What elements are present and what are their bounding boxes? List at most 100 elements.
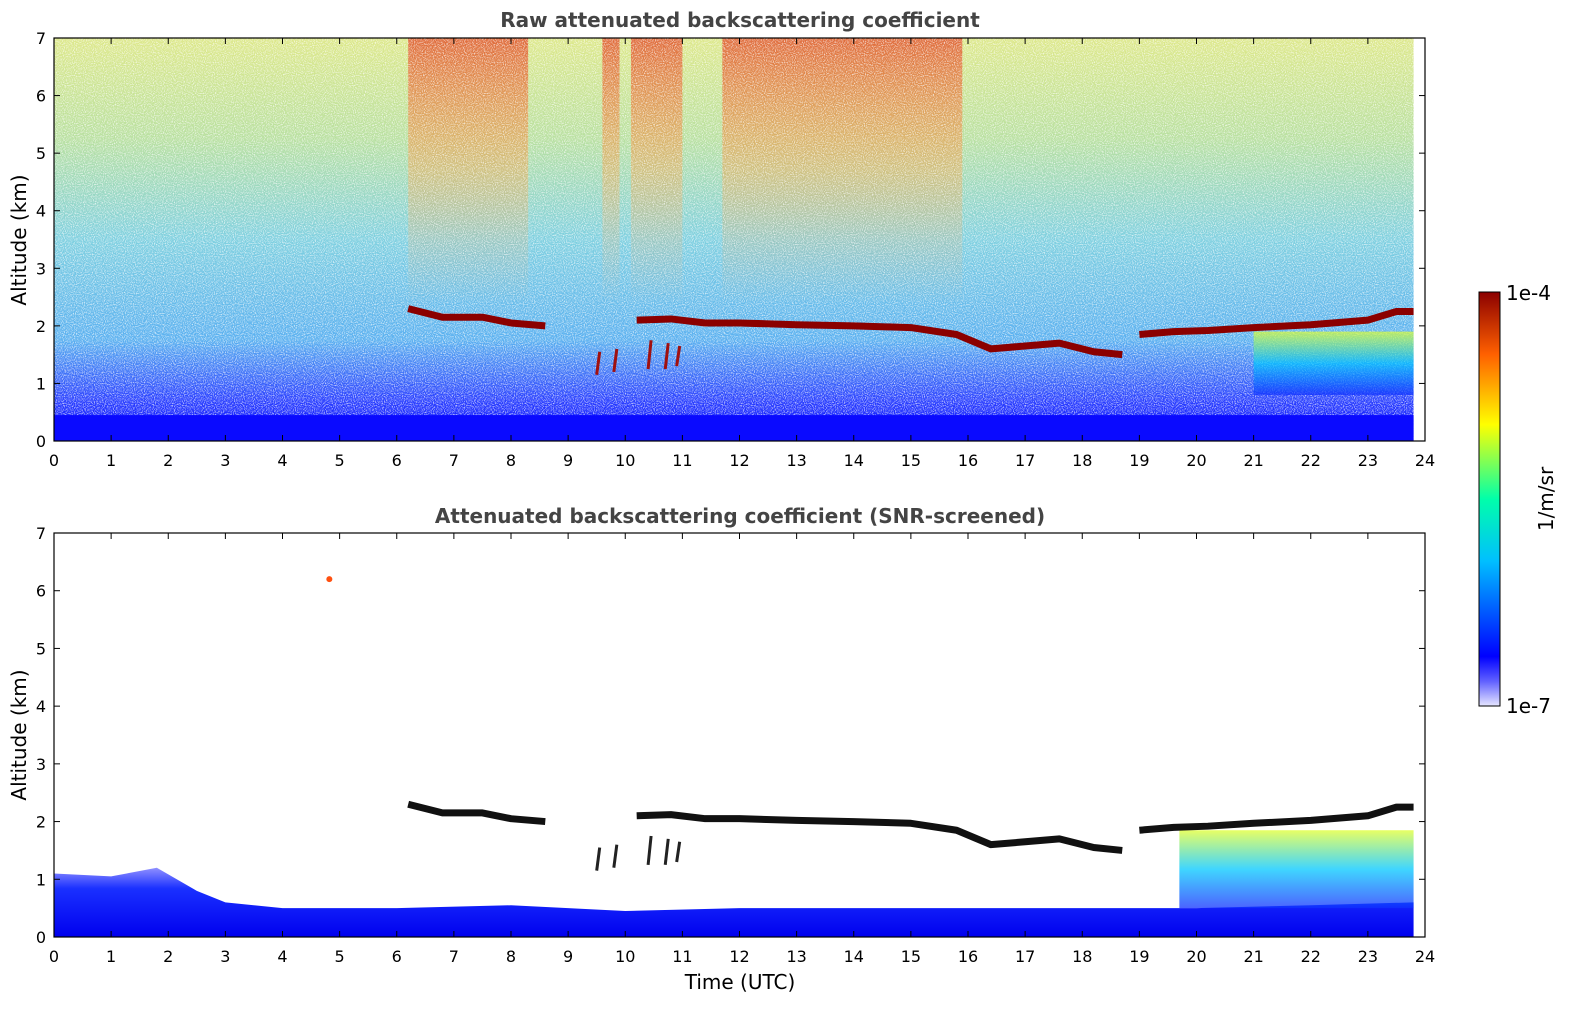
x-axis-label: Time (UTC) <box>684 970 796 994</box>
y-tick-label: 5 <box>36 639 46 658</box>
virga-streak <box>675 345 682 367</box>
x-tick-label: 24 <box>1415 947 1435 966</box>
y-tick-label: 3 <box>36 259 46 278</box>
x-tick-label: 0 <box>49 947 59 966</box>
virga-streak <box>612 348 619 373</box>
y-tick-label: 0 <box>36 928 46 947</box>
x-tick-label: 16 <box>958 947 978 966</box>
colorbar-unit-label: 1/m/sr <box>1534 466 1558 531</box>
cloud-layer <box>636 811 1123 854</box>
plot-area: 0 1 2 3 4 5 6 7 8 9 10 11 12 13 14 15 16 17 18 19 20 21 22 23 24… <box>36 524 1435 966</box>
chart-title: Raw attenuated backscattering coefficien… <box>500 8 980 32</box>
x-tick-label: 7 <box>449 947 459 966</box>
x-tick-label: 13 <box>786 451 806 470</box>
x-tick-label: 19 <box>1129 947 1149 966</box>
virga-streak <box>675 841 682 863</box>
x-tick-label: 15 <box>901 451 921 470</box>
raw-backscatter-panel: Raw attenuated backscattering coefficien… <box>7 8 1435 470</box>
x-tick-label: 21 <box>1243 451 1263 470</box>
virga-streak <box>646 835 653 866</box>
y-axis-label: Altitude (km) <box>7 174 31 305</box>
colorbar: 1e-4 1e-7 1/m/sr <box>1478 281 1558 718</box>
cloud-layer <box>407 800 546 826</box>
y-tick-label: 7 <box>36 29 46 48</box>
y-tick-label: 4 <box>36 202 46 221</box>
virga-streak <box>595 847 602 871</box>
x-tick-label: 13 <box>786 947 806 966</box>
x-tick-label: 24 <box>1415 451 1435 470</box>
virga-streak <box>663 838 670 866</box>
x-tick-label: 8 <box>506 451 516 470</box>
snr-screened-panel: Attenuated backscattering coefficient (S… <box>7 504 1435 994</box>
x-tick-label: 1 <box>106 947 116 966</box>
x-tick-label: 16 <box>958 451 978 470</box>
colorbar-max-label: 1e-4 <box>1506 281 1551 305</box>
boundary-layer <box>54 867 1414 937</box>
x-tick-label: 5 <box>335 451 345 470</box>
x-tick-label: 14 <box>844 947 864 966</box>
x-tick-label: 20 <box>1186 451 1206 470</box>
x-tick-label: 4 <box>277 947 287 966</box>
y-tick-label: 4 <box>36 697 46 716</box>
x-tick-label: 12 <box>729 947 749 966</box>
virga-streak <box>612 844 619 868</box>
x-tick-label: 22 <box>1301 451 1321 470</box>
y-axis-label: Altitude (km) <box>7 669 31 800</box>
x-tick-label: 7 <box>449 451 459 470</box>
x-tick-label: 3 <box>220 451 230 470</box>
virga-streak <box>663 342 670 370</box>
y-tick-label: 6 <box>36 582 46 601</box>
y-tick-label: 6 <box>36 87 46 106</box>
x-tick-label: 23 <box>1358 451 1378 470</box>
cloud-layer <box>1139 803 1414 834</box>
y-tick-label: 7 <box>36 524 46 543</box>
y-tick-label: 2 <box>36 317 46 336</box>
x-tick-label: 12 <box>729 451 749 470</box>
x-tick-label: 22 <box>1301 947 1321 966</box>
virga-streak <box>595 351 602 375</box>
x-tick-label: 6 <box>392 451 402 470</box>
x-tick-label: 10 <box>615 947 635 966</box>
x-tick-label: 20 <box>1186 947 1206 966</box>
y-tick-label: 1 <box>36 870 46 889</box>
x-tick-label: 3 <box>220 947 230 966</box>
x-tick-label: 17 <box>1015 451 1035 470</box>
colorbar-gradient <box>1478 291 1501 707</box>
cloud-layer <box>407 305 546 330</box>
y-tick-label: 5 <box>36 144 46 163</box>
x-tick-label: 17 <box>1015 947 1035 966</box>
x-tick-label: 18 <box>1072 947 1092 966</box>
x-tick-label: 0 <box>49 451 59 470</box>
cloud-layer <box>1139 307 1414 338</box>
x-tick-label: 6 <box>392 947 402 966</box>
y-tick-label: 0 <box>36 432 46 451</box>
x-tick-label: 5 <box>335 947 345 966</box>
surface-layer <box>54 415 1414 441</box>
chart-title: Attenuated backscattering coefficient (S… <box>435 504 1045 528</box>
x-tick-label: 9 <box>563 451 573 470</box>
x-tick-label: 21 <box>1243 947 1263 966</box>
aerosol-plume <box>1253 331 1414 395</box>
y-tick-label: 2 <box>36 813 46 832</box>
x-tick-label: 4 <box>277 451 287 470</box>
colorbar-min-label: 1e-7 <box>1506 694 1551 718</box>
x-tick-label: 8 <box>506 947 516 966</box>
x-tick-label: 15 <box>901 947 921 966</box>
cloud-layer <box>636 315 1123 359</box>
x-tick-label: 9 <box>563 947 573 966</box>
aerosol-plume <box>1179 830 1414 909</box>
y-tick-label: 1 <box>36 374 46 393</box>
plot-area: 0 1 2 3 4 5 6 7 8 9 10 11 12 13 14 15 16 17 18 19 20 21 22 23 24… <box>36 29 1435 470</box>
x-tick-label: 2 <box>163 947 173 966</box>
x-tick-label: 11 <box>672 451 692 470</box>
virga-streak <box>646 340 653 370</box>
x-tick-label: 14 <box>844 451 864 470</box>
x-tick-label: 10 <box>615 451 635 470</box>
x-tick-label: 1 <box>106 451 116 470</box>
x-tick-label: 23 <box>1358 947 1378 966</box>
x-tick-label: 19 <box>1129 451 1149 470</box>
x-tick-label: 18 <box>1072 451 1092 470</box>
isolated-echo <box>326 576 333 583</box>
x-tick-label: 11 <box>672 947 692 966</box>
